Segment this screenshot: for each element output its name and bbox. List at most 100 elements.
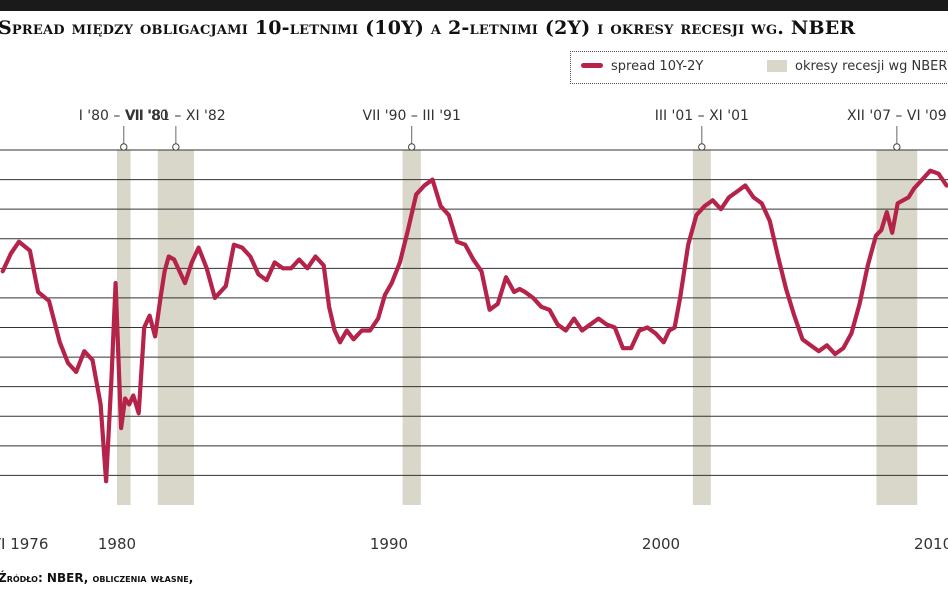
data-point: [345, 328, 349, 333]
data-point: [9, 251, 13, 256]
data-point: [896, 201, 900, 205]
data-point: [629, 346, 633, 350]
data-point: [694, 213, 698, 217]
data-point: [28, 248, 32, 253]
data-point: [264, 278, 269, 282]
data-point: [322, 263, 326, 267]
data-point: [58, 340, 62, 344]
recession-marker-4: [698, 143, 706, 151]
recession-marker-1: [120, 143, 128, 151]
data-point: [885, 210, 889, 214]
data-point: [327, 305, 331, 309]
data-point: [751, 195, 756, 199]
recession-label-1: I '80 – VII '80: [79, 108, 169, 124]
legend-label-spread: spread 10Y-2Y: [611, 59, 704, 74]
recession-label-2: VII '81 – XI '82: [126, 108, 226, 124]
x-tick-label: VI 1976: [0, 535, 48, 553]
data-point: [912, 186, 916, 191]
data-point: [776, 254, 780, 259]
data-point: [172, 257, 176, 262]
legend-item-spread: spread 10Y-2Y: [581, 59, 703, 77]
data-point: [613, 325, 617, 330]
data-point: [447, 213, 451, 217]
data-point: [47, 299, 51, 303]
data-point: [928, 169, 932, 173]
data-point: [564, 328, 568, 333]
data-point: [455, 240, 459, 244]
data-point: [605, 322, 609, 327]
data-point: [406, 228, 410, 232]
data-point: [817, 349, 821, 353]
data-point: [936, 172, 941, 176]
recession-label-5: XII '07 – VI '09: [847, 108, 947, 124]
data-point: [523, 290, 527, 294]
data-point: [488, 308, 492, 312]
data-point: [945, 183, 948, 188]
data-point: [588, 322, 592, 327]
data-point: [556, 322, 560, 327]
data-point: [653, 331, 658, 336]
x-tick-label: 2000: [642, 535, 680, 553]
data-point: [183, 281, 187, 285]
data-point: [137, 411, 141, 415]
data-point: [463, 243, 467, 247]
data-point: [678, 296, 682, 300]
recession-marker-3: [408, 143, 416, 151]
data-point: [539, 305, 543, 309]
data-point: [414, 192, 418, 196]
data-point: [439, 204, 443, 208]
recession-marker-5: [893, 143, 901, 151]
data-point: [153, 334, 157, 338]
data-point: [127, 402, 131, 407]
data-point: [352, 337, 356, 341]
data-point: [784, 287, 788, 291]
data-point: [158, 296, 163, 300]
data-point: [596, 317, 601, 321]
data-point: [809, 343, 813, 347]
chart-title: Spread między obligacjami 10-letnimi (10…: [0, 17, 856, 39]
data-point: [890, 231, 894, 235]
data-point: [114, 281, 118, 285]
data-point: [580, 328, 584, 333]
data-point: [360, 328, 364, 333]
data-point: [17, 240, 21, 244]
data-point: [36, 290, 40, 294]
data-point: [874, 234, 878, 238]
data-point: [735, 189, 739, 194]
data-point: [512, 290, 516, 294]
data-point: [74, 370, 78, 374]
data-point: [224, 284, 228, 288]
data-point: [281, 266, 285, 270]
data-point: [109, 376, 114, 380]
recession-marker-2: [172, 143, 180, 151]
data-point: [131, 393, 135, 398]
data-point: [383, 293, 387, 297]
data-point: [338, 340, 342, 344]
data-point: [390, 281, 394, 285]
data-point: [879, 228, 883, 232]
recession-label-4: III '01 – XI '01: [655, 108, 749, 124]
data-point: [572, 317, 576, 321]
data-point: [496, 302, 500, 306]
data-point: [702, 204, 707, 208]
x-tick-label: 1990: [370, 535, 408, 553]
legend-label-recession: okresy recesji wg NBER: [795, 59, 948, 74]
source-note: Źródło: NBER, obliczenia własne,: [0, 571, 194, 585]
data-point: [162, 269, 167, 273]
data-point: [673, 325, 677, 330]
data-point: [471, 257, 475, 262]
data-point: [857, 302, 862, 306]
x-tick-label: 2010: [914, 535, 948, 553]
data-point: [645, 325, 650, 330]
recession-label-3: VII '90 – III '91: [363, 108, 461, 124]
legend-swatch-spread: [581, 63, 603, 68]
data-point: [517, 287, 522, 291]
data-point: [167, 254, 171, 259]
data-point: [123, 396, 127, 401]
legend-item-recession: okresy recesji wg NBER: [767, 59, 947, 77]
data-point: [825, 343, 829, 347]
x-tick-label: 1980: [98, 535, 136, 553]
data-point: [760, 201, 764, 205]
data-point: [119, 426, 123, 430]
